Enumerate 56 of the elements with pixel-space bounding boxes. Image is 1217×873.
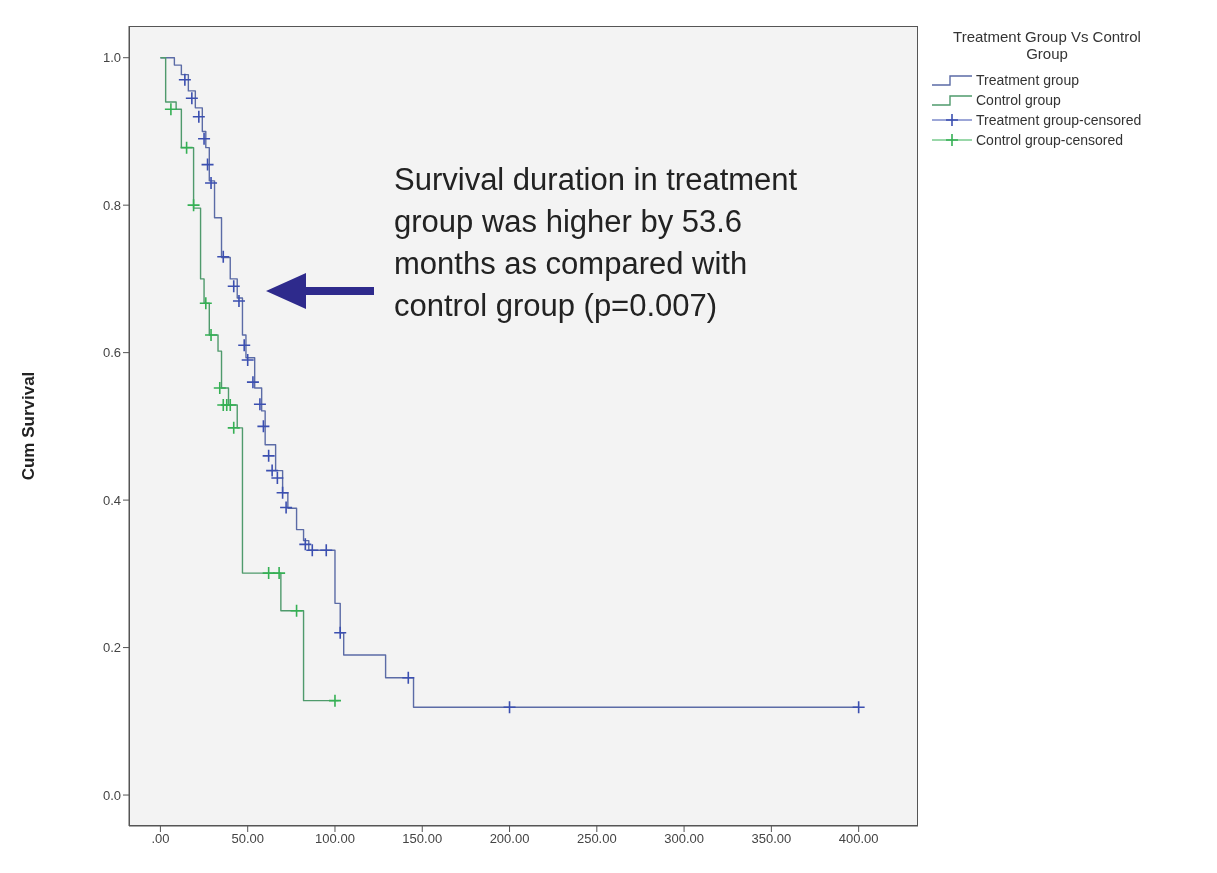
x-tick-label: 100.00 [315,831,355,847]
point [204,176,218,190]
point [246,375,260,389]
point [289,603,304,618]
x-tick-label: 400.00 [838,831,879,847]
point [261,566,276,580]
point [204,328,218,342]
point [216,249,231,264]
point [256,419,271,434]
point [186,198,201,212]
x-tick-label: 350.00 [751,831,792,847]
point [226,279,241,294]
y-axis-title: Cum Survival [19,371,39,481]
y-tick-label: 0.4 [102,492,121,508]
legend-label: Treatment group [976,72,1079,88]
y-tick-label: 0.8 [102,197,121,213]
point [223,398,238,412]
point [185,91,199,106]
x-tick-label: 300.00 [664,831,704,847]
point [401,671,416,685]
point [333,626,348,640]
point [212,381,227,395]
point [319,543,334,558]
point [261,449,276,463]
point [232,294,246,308]
point [164,102,178,117]
point [851,700,866,715]
x-tick-label: .00 [151,831,170,847]
x-tick-label: 250.00 [576,831,617,847]
x-tick-label: 50.00 [231,831,264,847]
point [279,500,293,515]
point [226,421,241,435]
legend-label: Treatment group-censored [976,112,1142,128]
legend-label: Control group [976,92,1061,108]
point [179,140,194,155]
point [502,700,517,715]
legend-title: Treatment Group Vs Control Group [952,28,1142,62]
y-tick-label: 1.0 [102,50,121,66]
point [197,132,211,146]
point [240,353,255,367]
point [275,485,290,500]
point [237,338,252,353]
point [178,73,192,87]
annotation: Survival duration in treatment group was higher by 53.6 months as compared with control group (p=0.007) [394,161,799,325]
x-tick-label: 200.00 [489,831,530,847]
legend-label: Control group-censored [976,132,1124,148]
y-tick-label: 0.0 [102,787,121,803]
point [192,109,206,124]
point [272,566,286,580]
point [200,157,215,172]
y-tick-label: 0.2 [102,640,121,656]
x-tick-label: 150.00 [402,831,443,847]
point [199,296,213,311]
y-tick-label: 0.6 [102,345,121,361]
point [328,693,342,708]
point [253,397,267,412]
